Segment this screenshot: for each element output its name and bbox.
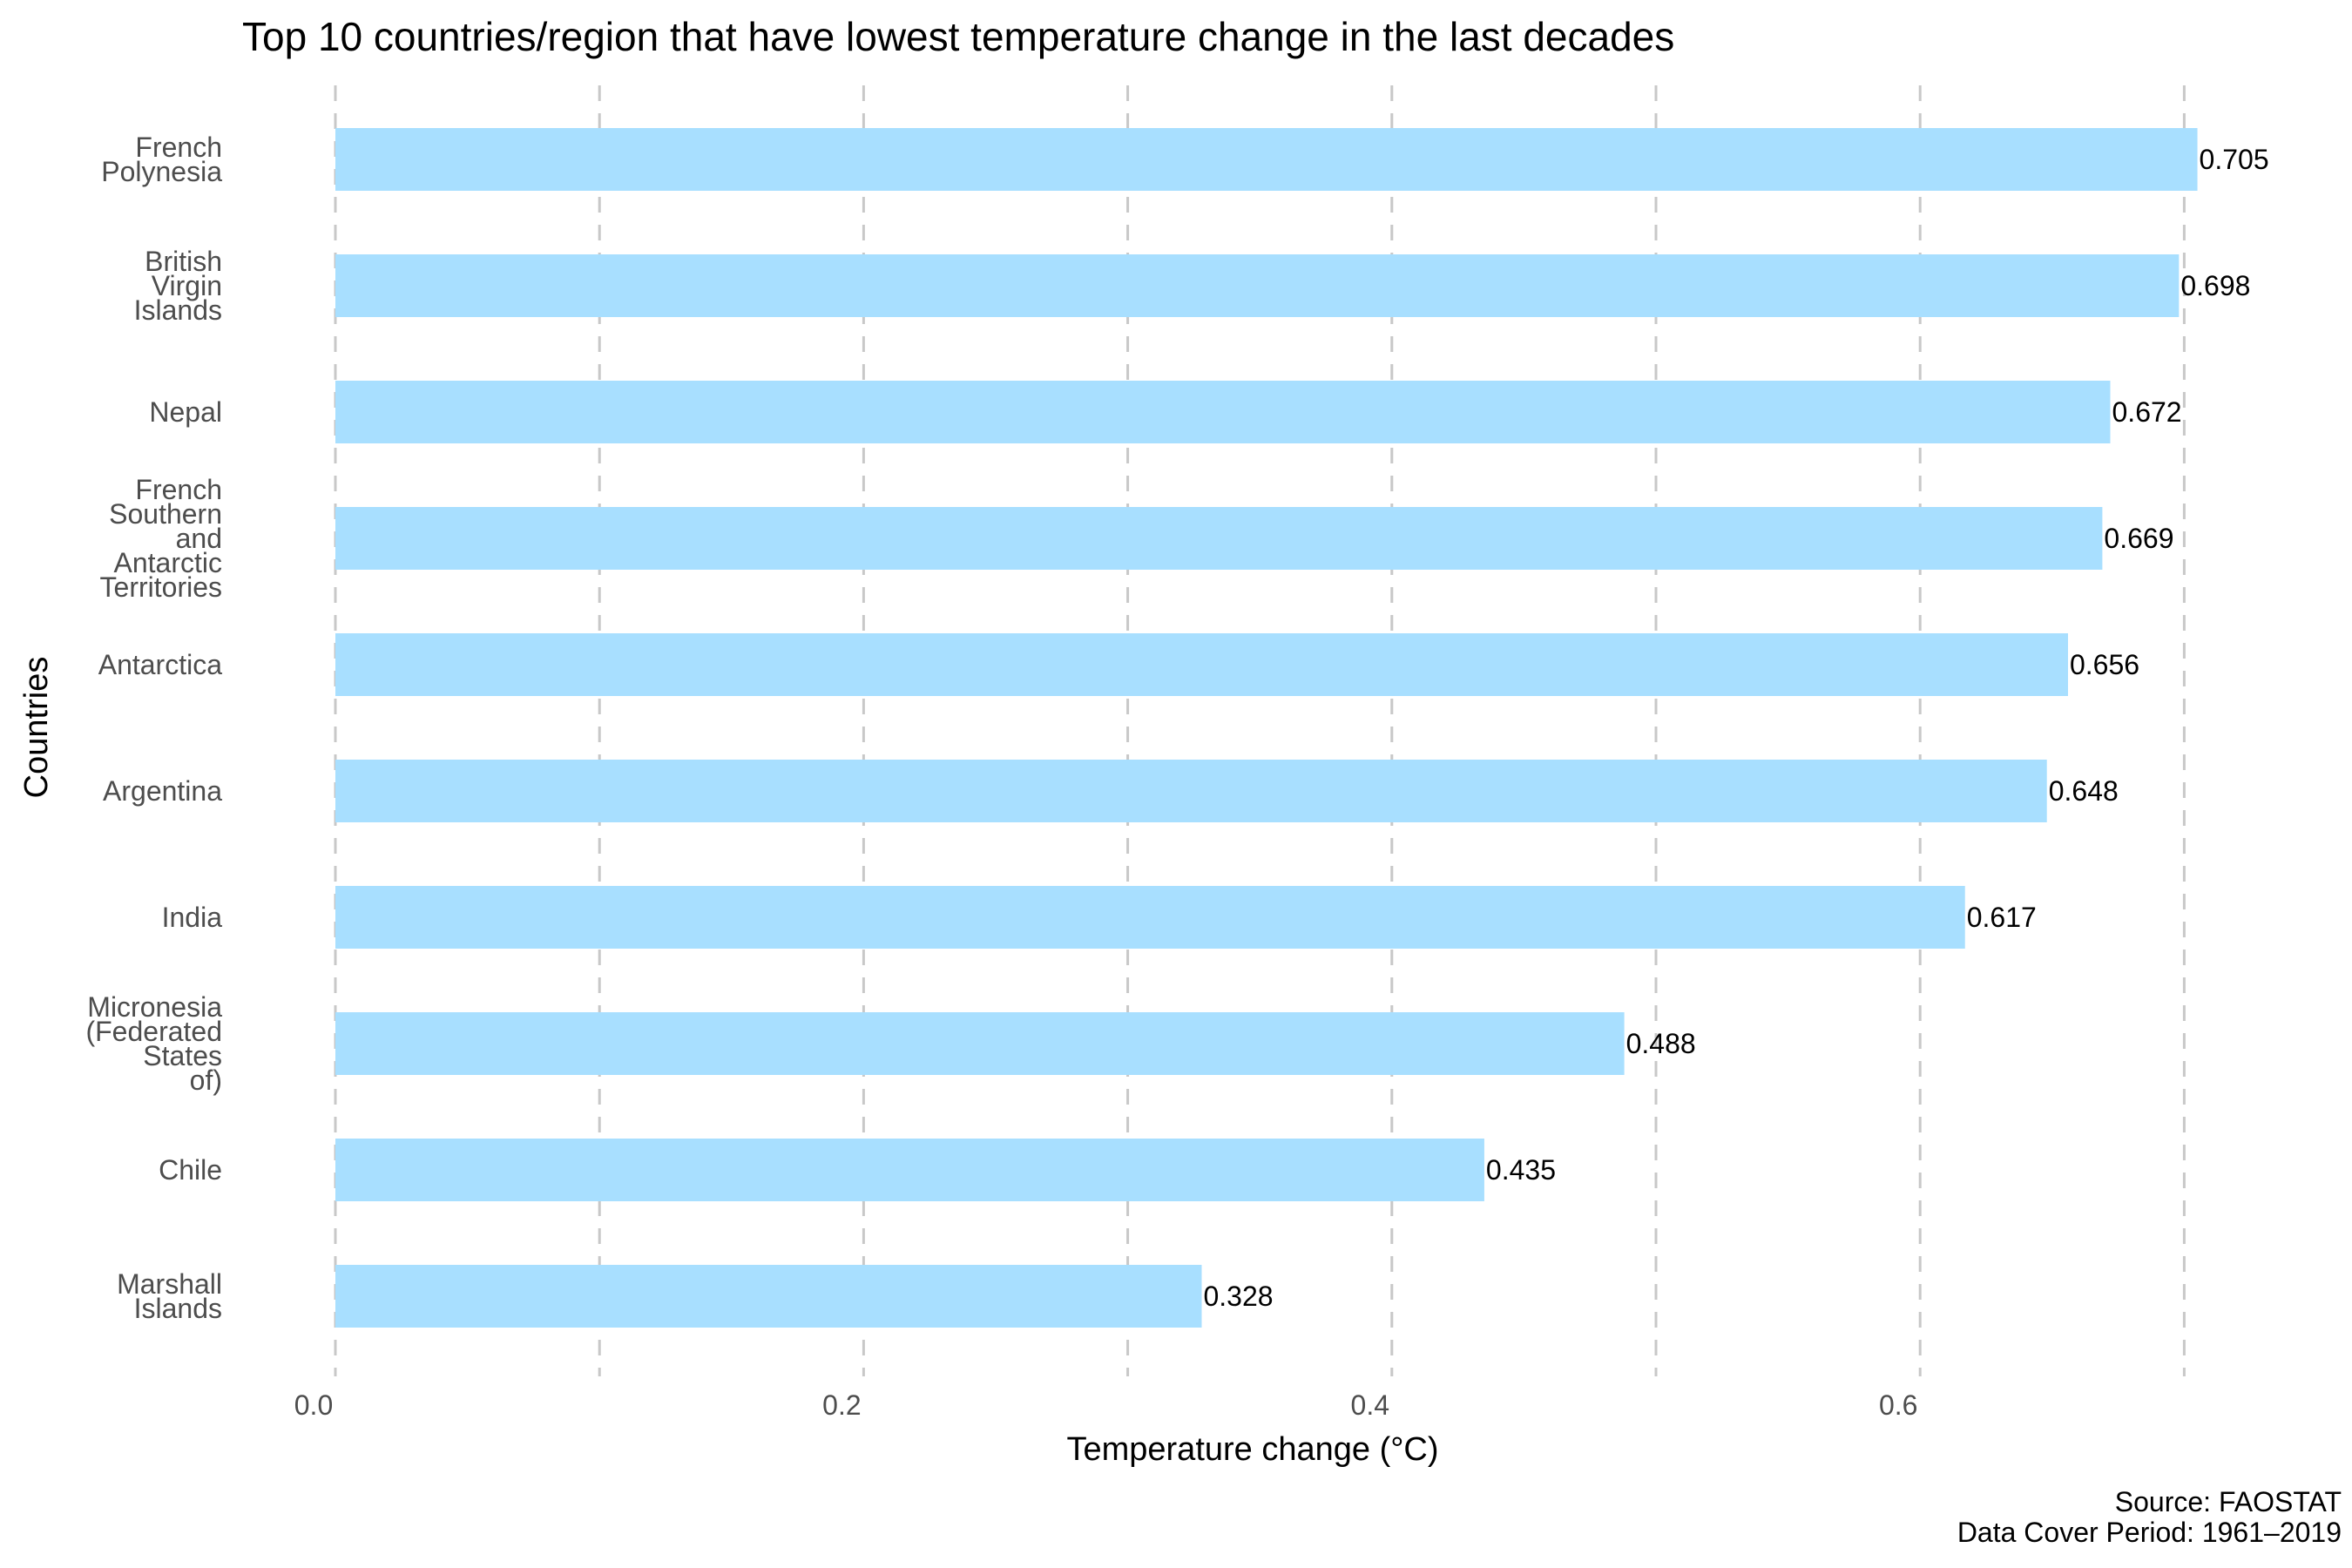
data-label-4: 0.656 xyxy=(2070,649,2139,680)
bar-4 xyxy=(335,633,2068,696)
x-tick-labels: 0.0 0.2 0.4 0.6 xyxy=(294,1389,1918,1421)
data-label-7: 0.488 xyxy=(1626,1028,1696,1059)
data-label-1: 0.698 xyxy=(2180,270,2250,301)
category-label-6: India xyxy=(162,902,223,933)
chart-title: Top 10 countries/region that have lowest… xyxy=(242,14,1674,59)
data-label-6: 0.617 xyxy=(1967,902,2037,933)
x-tick-label-0: 0.0 xyxy=(294,1389,333,1421)
bar-5 xyxy=(335,760,2047,822)
bar-7 xyxy=(335,1012,1625,1075)
category-label-5: Argentina xyxy=(103,775,222,807)
y-axis-title: Countries xyxy=(18,657,55,799)
bars xyxy=(335,128,2198,1328)
category-label-0: French Polynesia xyxy=(101,132,222,187)
category-label-2: Nepal xyxy=(149,396,222,428)
data-label-2: 0.672 xyxy=(2112,396,2182,428)
data-label-9: 0.328 xyxy=(1203,1281,1273,1312)
bar-1 xyxy=(335,254,2180,317)
x-tick-label-3: 0.6 xyxy=(1879,1389,1917,1421)
data-label-8: 0.435 xyxy=(1486,1154,1556,1186)
caption-line-0: Source: FAOSTAT xyxy=(2115,1486,2342,1517)
gridlines xyxy=(334,85,2186,1376)
category-label-3: French Southern and Antarctic Territories xyxy=(100,474,222,603)
category-label-4: Antarctica xyxy=(98,649,222,680)
category-label-1: British Virgin Islands xyxy=(134,246,222,326)
data-label-0: 0.705 xyxy=(2200,144,2269,175)
category-labels: French Polynesia British Virgin Islands Nepal… xyxy=(85,132,222,1324)
bar-9 xyxy=(335,1265,1202,1328)
category-label-7: Micronesia (Federated States of) xyxy=(85,991,222,1096)
bar-3 xyxy=(335,507,2103,570)
data-labels: 0.705 0.698 0.672 0.669 0.656 0.648 0.617 0.488… xyxy=(1203,144,2268,1312)
caption-line-1: Data Cover Period: 1961–2019 xyxy=(1957,1517,2342,1548)
data-label-5: 0.648 xyxy=(2049,775,2119,807)
x-tick-label-2: 0.4 xyxy=(1351,1389,1389,1421)
bar-2 xyxy=(335,381,2111,443)
category-label-8: Chile xyxy=(159,1154,222,1186)
bar-6 xyxy=(335,886,1965,949)
category-label-9: Marshall Islands xyxy=(117,1268,222,1324)
bar-8 xyxy=(335,1139,1484,1201)
x-axis-title: Temperature change (°C) xyxy=(1066,1431,1438,1468)
x-tick-label-1: 0.2 xyxy=(822,1389,861,1421)
bar-0 xyxy=(335,128,2198,191)
data-label-3: 0.669 xyxy=(2104,523,2173,554)
